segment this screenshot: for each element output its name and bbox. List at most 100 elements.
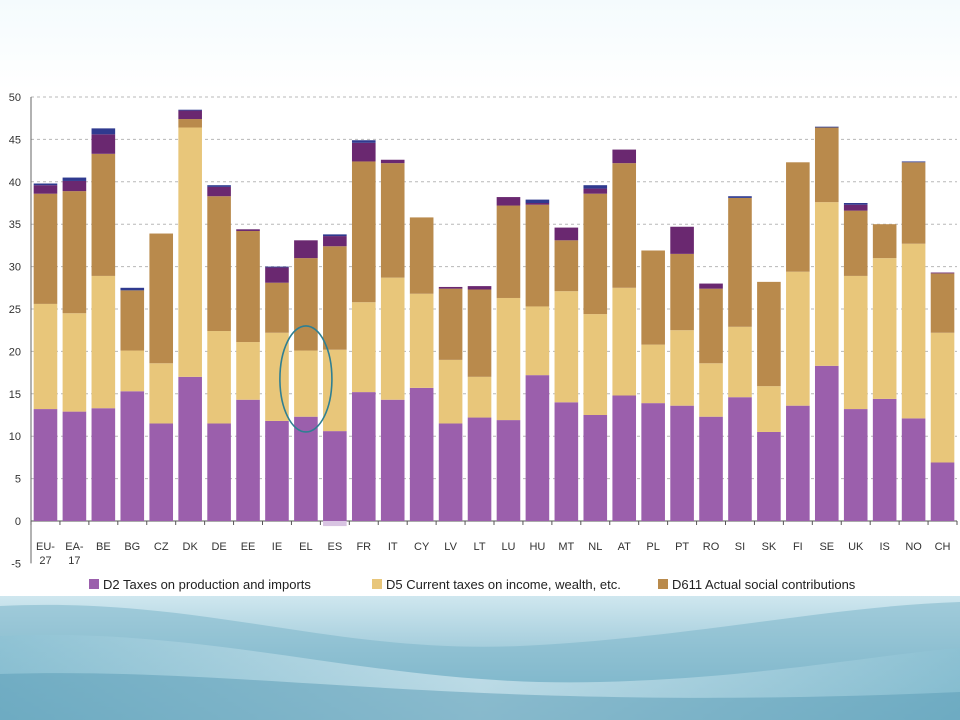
bar-segment-d612 xyxy=(294,240,318,259)
x-tick-label: LU xyxy=(501,541,515,553)
bar-segment-d2 xyxy=(178,376,202,521)
bar-segment-d612 xyxy=(91,134,116,154)
bar-segment-d5 xyxy=(901,243,926,419)
x-tick-label: SI xyxy=(735,541,745,553)
bar-segment-d2 xyxy=(901,418,926,521)
bar-segment-d2 xyxy=(872,398,897,521)
x-tick-label: IS xyxy=(879,541,889,553)
y-tick-label: 5 xyxy=(15,474,21,486)
bar-segment-d2 xyxy=(265,420,289,521)
x-tick-label: HU xyxy=(529,541,545,553)
bar-segment-d612 xyxy=(843,204,868,211)
bar-segment-d91 xyxy=(62,177,87,181)
bar-segment-d2 xyxy=(641,403,665,521)
bar-segment-d611 xyxy=(930,273,955,333)
bar-segment-d612 xyxy=(930,272,955,274)
y-tick-label: 45 xyxy=(9,134,21,146)
bar-segment-d612 xyxy=(236,229,260,231)
bar-segment-d611 xyxy=(351,161,376,303)
x-tick-label: EL xyxy=(299,541,312,553)
bar-segment-d612 xyxy=(467,286,492,290)
bar-segment-d611 xyxy=(901,162,926,244)
x-tick-label: AT xyxy=(618,541,632,553)
bar-segment-d5 xyxy=(120,350,145,392)
bar-segment-d611 xyxy=(496,205,521,298)
x-tick-label: DE xyxy=(211,541,226,553)
x-tick-label: FI xyxy=(793,541,803,553)
bar-segment-d611 xyxy=(323,246,347,350)
bar-segment-d5 xyxy=(670,330,694,406)
bar-segment-d612 xyxy=(438,286,463,289)
x-tick-label: LV xyxy=(444,541,457,553)
x-tick-label: MT xyxy=(558,541,574,553)
bar-segment-d91 xyxy=(351,140,376,143)
bar-segment-d611 xyxy=(178,119,202,128)
bar-segment-d611 xyxy=(467,289,492,377)
bar-segment-d5 xyxy=(323,349,347,432)
bar-segment-d2 xyxy=(351,392,376,521)
bar-segment-d612 xyxy=(62,180,87,192)
x-tick-label: SK xyxy=(762,541,777,553)
x-axis-ticks: EU-27 EA-17 BE BG CZ DK DE EE IE EL ES FR IT CY LV LT LU… xyxy=(36,541,951,567)
x-tick-label: BE xyxy=(96,541,111,553)
bar-segment-d611 xyxy=(91,153,116,276)
bar-segment-d612 xyxy=(265,267,289,283)
bar-segment-d2 xyxy=(91,408,116,521)
y-axis-ticks: -5 0 5 10 15 20 25 30 35 40 45 50 xyxy=(9,92,21,570)
x-tick-label: CZ xyxy=(154,541,169,553)
bar-segment-d5 xyxy=(467,376,492,418)
legend-label: D2 Taxes on production and imports xyxy=(103,577,311,592)
legend-swatch xyxy=(658,579,668,589)
bar-segment-d5 xyxy=(351,302,376,393)
bar-segment-d611 xyxy=(438,288,463,360)
x-tick-label: SE xyxy=(819,541,834,553)
bar-segment-d2 xyxy=(323,431,347,521)
legend-swatch xyxy=(89,579,99,589)
x-tick-label: LT xyxy=(474,541,486,553)
bar-segment-d2 xyxy=(612,395,637,521)
bar-segment-d611 xyxy=(786,162,810,272)
bar-segment-d5 xyxy=(612,287,637,396)
bar-segment-d5 xyxy=(438,359,463,424)
bar-segment-d5 xyxy=(91,275,116,409)
x-tick-label: UK xyxy=(848,541,864,553)
x-tick-label: PT xyxy=(675,541,689,553)
bar-segment-d611 xyxy=(554,240,579,292)
bar-segment-d5 xyxy=(728,326,752,398)
bar-segment-d2 xyxy=(33,409,58,521)
bars xyxy=(33,109,955,527)
bar-segment-d2 xyxy=(236,399,260,521)
x-tick-label: EA-17 xyxy=(65,541,84,567)
bar-segment-d5 xyxy=(525,306,550,376)
y-tick-label: 25 xyxy=(9,304,21,316)
bar-segment-d2 xyxy=(62,411,87,521)
bar-segment-d2 xyxy=(728,397,752,521)
bar-segment-d5 xyxy=(843,275,868,410)
bar-segment-d611 xyxy=(670,253,694,331)
bar-segment-d91 xyxy=(120,287,145,291)
bar-segment-d611 xyxy=(612,163,637,288)
bar-segment-d612 xyxy=(612,149,637,164)
bar-segment-d5 xyxy=(149,363,174,424)
bar-segment-d612 xyxy=(554,227,579,241)
x-tick-label: EU-27 xyxy=(36,541,55,567)
bar-segment-d612 xyxy=(178,110,202,120)
x-tick-label: ES xyxy=(328,541,343,553)
bar-segment-d91 xyxy=(728,196,752,198)
bar-segment-d2 xyxy=(757,431,781,521)
y-tick-label: 15 xyxy=(9,389,21,401)
bar-segment-d5 xyxy=(786,271,810,406)
legend-label: D611 Actual social contributions xyxy=(672,577,856,592)
bar-segment-d2 xyxy=(496,420,521,521)
bar-segment-d2 xyxy=(149,423,174,521)
bar-segment-d612 xyxy=(525,203,550,205)
bar-segment-d5 xyxy=(872,258,897,399)
bar-segment-d611 xyxy=(728,197,752,327)
x-tick-label: RO xyxy=(703,541,720,553)
bar-segment-d5 xyxy=(294,350,318,417)
bar-segment-d2 xyxy=(207,423,231,521)
bar-segment-d2 xyxy=(554,402,579,521)
x-tick-label: CY xyxy=(414,541,430,553)
bar-segment-d5 xyxy=(62,313,87,412)
bar-segment-d2 xyxy=(670,405,694,521)
